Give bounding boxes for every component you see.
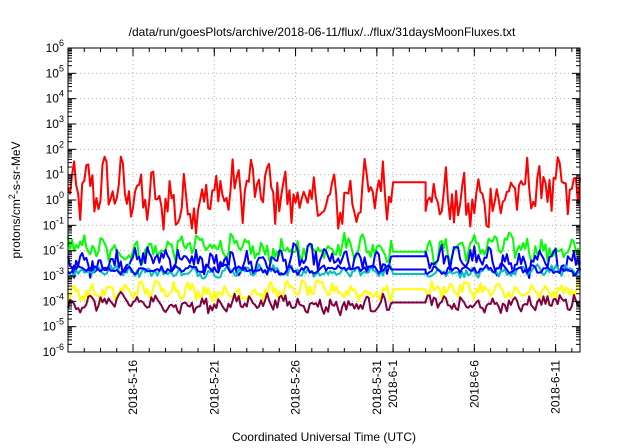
x-tick-label: 2018-6-11	[549, 360, 563, 414]
y-tick-label: 10-2	[43, 241, 64, 258]
y-tick-label: 104	[46, 89, 64, 106]
y-tick-label: 103	[46, 114, 64, 131]
series-line-1	[67, 155, 581, 235]
y-tick-label: 10-6	[43, 342, 64, 359]
y-tick-label: 101	[46, 165, 64, 182]
y-tick-label: 10-4	[43, 291, 64, 308]
x-tick-label: 2018-5-31	[370, 360, 384, 415]
y-tick-label: 106	[46, 38, 64, 55]
series-line-2	[67, 231, 581, 267]
y-axis-label: protons/cm2-s-sr-MeV	[7, 141, 23, 258]
y-tick-label: 10-1	[43, 215, 64, 232]
y-tick-label: 10-3	[43, 266, 64, 283]
axis-ticks: 106 105 104 103 102 101 100 10-1 10-2 10-3 10-4 10-…	[43, 38, 580, 415]
y-tick-label: 10-5	[43, 317, 64, 334]
y-tick-label: 100	[46, 190, 64, 207]
x-tick-label: 2018-6-6	[467, 360, 481, 408]
x-tick-label: 2018-5-21	[207, 360, 221, 415]
y-tick-label: 105	[46, 63, 64, 80]
series-line-7	[67, 290, 581, 317]
series-line-6	[67, 279, 581, 304]
series-line-5	[67, 262, 581, 276]
x-tick-label: 2018-6-1	[386, 360, 400, 408]
y-tick-label: 102	[46, 139, 64, 156]
data-series	[67, 155, 581, 317]
chart-title: /data/run/goesPlots/archive/2018-06-11/f…	[129, 25, 516, 39]
x-axis-label: Coordinated Universal Time (UTC)	[232, 430, 416, 444]
x-tick-label: 2018-5-26	[289, 360, 303, 415]
x-tick-label: 2018-5-16	[126, 360, 140, 415]
